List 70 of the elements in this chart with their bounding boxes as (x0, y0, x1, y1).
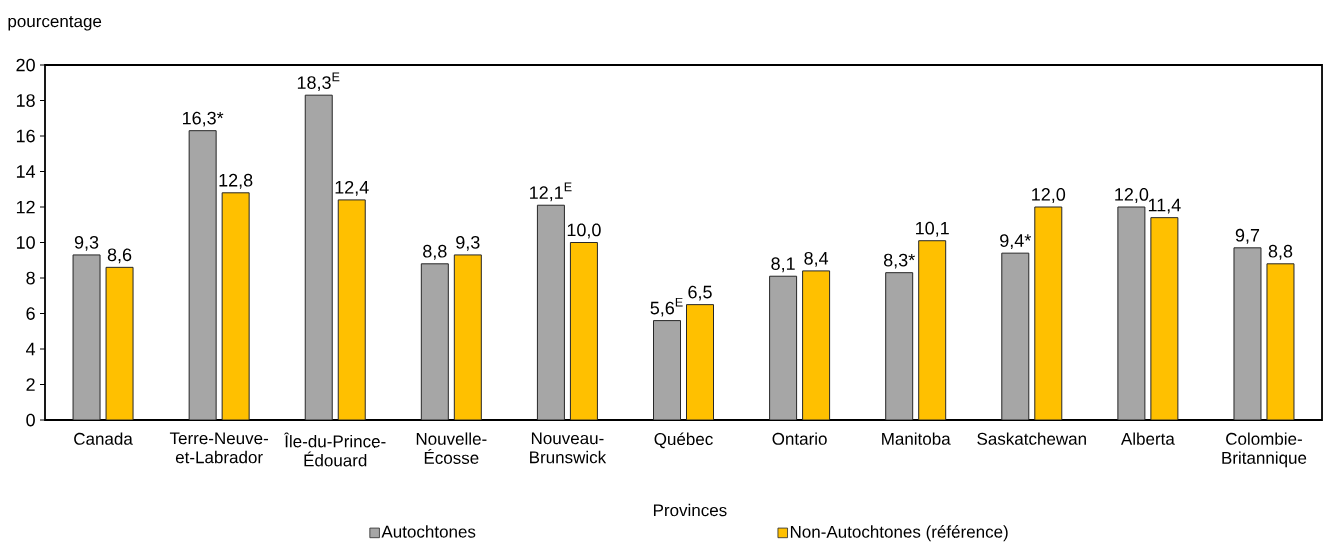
data-label: 9,4* (1000, 234, 1032, 250)
data-label: 8,1 (771, 257, 795, 273)
x-tick-label: Ontario (772, 432, 827, 445)
bar (1266, 263, 1295, 420)
x-tick-label: Québec (654, 432, 713, 449)
x-tick-label: Saskatchewan (977, 432, 1086, 445)
x-tick-label: Nouvelle-Écosse (416, 432, 487, 464)
bar (1150, 217, 1179, 420)
x-tick-label: Manitoba (882, 432, 951, 445)
data-label: 5,6$^{E}$ (650, 297, 683, 317)
data-label: 12,0 (1032, 188, 1066, 203)
bar (569, 242, 598, 420)
y-tick-label: 6 (26, 307, 35, 320)
x-tick-label: Île-du-Prince-Édouard (283, 432, 386, 467)
bar (72, 254, 101, 420)
data-label: 12,8 (219, 173, 253, 189)
data-label: 12,4 (335, 180, 369, 196)
data-label: 8,4 (804, 251, 829, 267)
bar (221, 192, 250, 420)
x-tick-label: Colombie-Britannique (1222, 432, 1307, 468)
data-label: 9,7 (1235, 228, 1260, 244)
data-label: 11,4 (1148, 198, 1181, 214)
bar (1034, 206, 1063, 420)
x-axis-title: Provinces (653, 503, 727, 517)
y-tick-label: 10 (16, 236, 35, 249)
data-label: 12,0 (1115, 188, 1149, 203)
data-label: 9,3 (456, 235, 480, 251)
data-label: 10,1 (916, 221, 949, 237)
data-label: 8,8 (423, 244, 447, 260)
x-tick-label: Terre-Neuve-et-Labrador (169, 432, 268, 464)
y-tick-label: 14 (16, 165, 36, 178)
y-tick-label: 4 (26, 342, 36, 356)
bar (420, 263, 449, 420)
bar (918, 240, 947, 420)
bar (802, 270, 831, 420)
x-tick-label: Alberta (1120, 432, 1175, 445)
bar (453, 254, 482, 420)
bar (1001, 252, 1030, 420)
bar (653, 320, 682, 420)
y-tick-label: 16 (16, 129, 35, 143)
legend-label: Non-Autochtones (référence) (790, 525, 1008, 542)
data-label: 8,8 (1268, 244, 1293, 260)
bar (536, 204, 565, 420)
data-label: 12,1$^{E}$ (530, 182, 572, 202)
data-label: 18,3$^{E}$ (297, 72, 340, 92)
data-label: 6,5 (688, 285, 712, 301)
y-tick-label: 20 (16, 58, 35, 72)
y-tick-label: 0 (26, 413, 35, 427)
y-tick-label: 8 (26, 271, 35, 285)
y-tick-label: 12 (16, 200, 35, 214)
data-label: 8,3* (883, 253, 915, 269)
data-label: 16,3* (182, 111, 224, 127)
bar (885, 272, 914, 420)
y-axis-title: pourcentage (8, 16, 102, 31)
x-tick-label: Canada (74, 432, 133, 445)
data-label: 9,3 (74, 235, 99, 251)
bar (769, 275, 798, 420)
y-tick-label: 18 (16, 94, 35, 107)
legend-label: Autochtones (381, 525, 476, 538)
data-label: 8,6 (107, 248, 132, 264)
bar (188, 130, 217, 420)
bar (1117, 206, 1146, 420)
data-label: 10,0 (567, 223, 601, 239)
y-tick-label: 2 (26, 378, 35, 391)
bar (1233, 247, 1262, 420)
bar (304, 94, 333, 420)
bar (686, 304, 715, 420)
bar (105, 266, 134, 420)
bar (337, 199, 366, 420)
x-tick-label: Nouveau-Brunswick (530, 432, 607, 464)
